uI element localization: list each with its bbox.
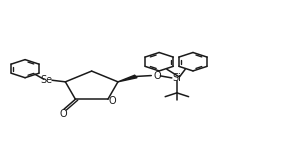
Text: Si: Si	[173, 73, 182, 83]
Text: O: O	[154, 71, 161, 81]
Polygon shape	[118, 75, 137, 82]
Text: O: O	[109, 96, 116, 106]
Text: Se: Se	[40, 75, 52, 85]
Text: O: O	[60, 109, 67, 119]
